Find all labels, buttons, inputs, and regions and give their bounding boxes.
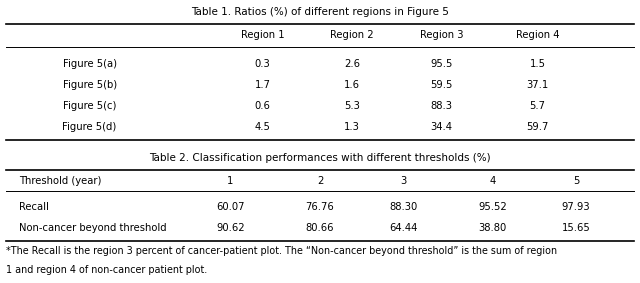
Text: Recall: Recall [19,201,49,212]
Text: Figure 5(b): Figure 5(b) [63,80,116,90]
Text: 2: 2 [317,175,323,186]
Text: 38.80: 38.80 [479,223,507,233]
Text: Threshold (year): Threshold (year) [19,175,102,186]
Text: 95.5: 95.5 [431,59,452,69]
Text: 1.7: 1.7 [254,80,270,90]
Text: 0.3: 0.3 [255,59,270,69]
Text: *The Recall is the region 3 percent of cancer-patient plot. The “Non-cancer beyo: *The Recall is the region 3 percent of c… [6,246,557,256]
Text: Figure 5(d): Figure 5(d) [63,122,116,132]
Text: Non-cancer beyond threshold: Non-cancer beyond threshold [19,223,167,233]
Text: Region 4: Region 4 [516,30,559,40]
Text: 90.62: 90.62 [216,223,244,233]
Text: 37.1: 37.1 [527,80,548,90]
Text: 97.93: 97.93 [562,201,590,212]
Text: 3: 3 [400,175,406,186]
Text: Table 2. Classification performances with different thresholds (%): Table 2. Classification performances wit… [149,153,491,163]
Text: 60.07: 60.07 [216,201,244,212]
Text: 1.3: 1.3 [344,122,360,132]
Text: 15.65: 15.65 [562,223,590,233]
Text: Region 2: Region 2 [330,30,374,40]
Text: 1 and region 4 of non-cancer patient plot.: 1 and region 4 of non-cancer patient plo… [6,265,207,275]
Text: 4.5: 4.5 [255,122,270,132]
Text: 4: 4 [490,175,496,186]
Text: 1: 1 [227,175,234,186]
Text: 64.44: 64.44 [389,223,417,233]
Text: Figure 5(a): Figure 5(a) [63,59,116,69]
Text: 88.30: 88.30 [389,201,417,212]
Text: 34.4: 34.4 [431,122,452,132]
Text: Figure 5(c): Figure 5(c) [63,101,116,111]
Text: 1.5: 1.5 [530,59,545,69]
Text: 88.3: 88.3 [431,101,452,111]
Text: 59.7: 59.7 [527,122,548,132]
Text: 80.66: 80.66 [306,223,334,233]
Text: 5: 5 [573,175,579,186]
Text: 5.7: 5.7 [530,101,545,111]
Text: 59.5: 59.5 [431,80,452,90]
Text: Region 3: Region 3 [420,30,463,40]
Text: Region 1: Region 1 [241,30,284,40]
Text: 1.6: 1.6 [344,80,360,90]
Text: 5.3: 5.3 [344,101,360,111]
Text: Table 1. Ratios (%) of different regions in Figure 5: Table 1. Ratios (%) of different regions… [191,7,449,17]
Text: 2.6: 2.6 [344,59,360,69]
Text: 95.52: 95.52 [479,201,507,212]
Text: 76.76: 76.76 [306,201,334,212]
Text: 0.6: 0.6 [255,101,270,111]
